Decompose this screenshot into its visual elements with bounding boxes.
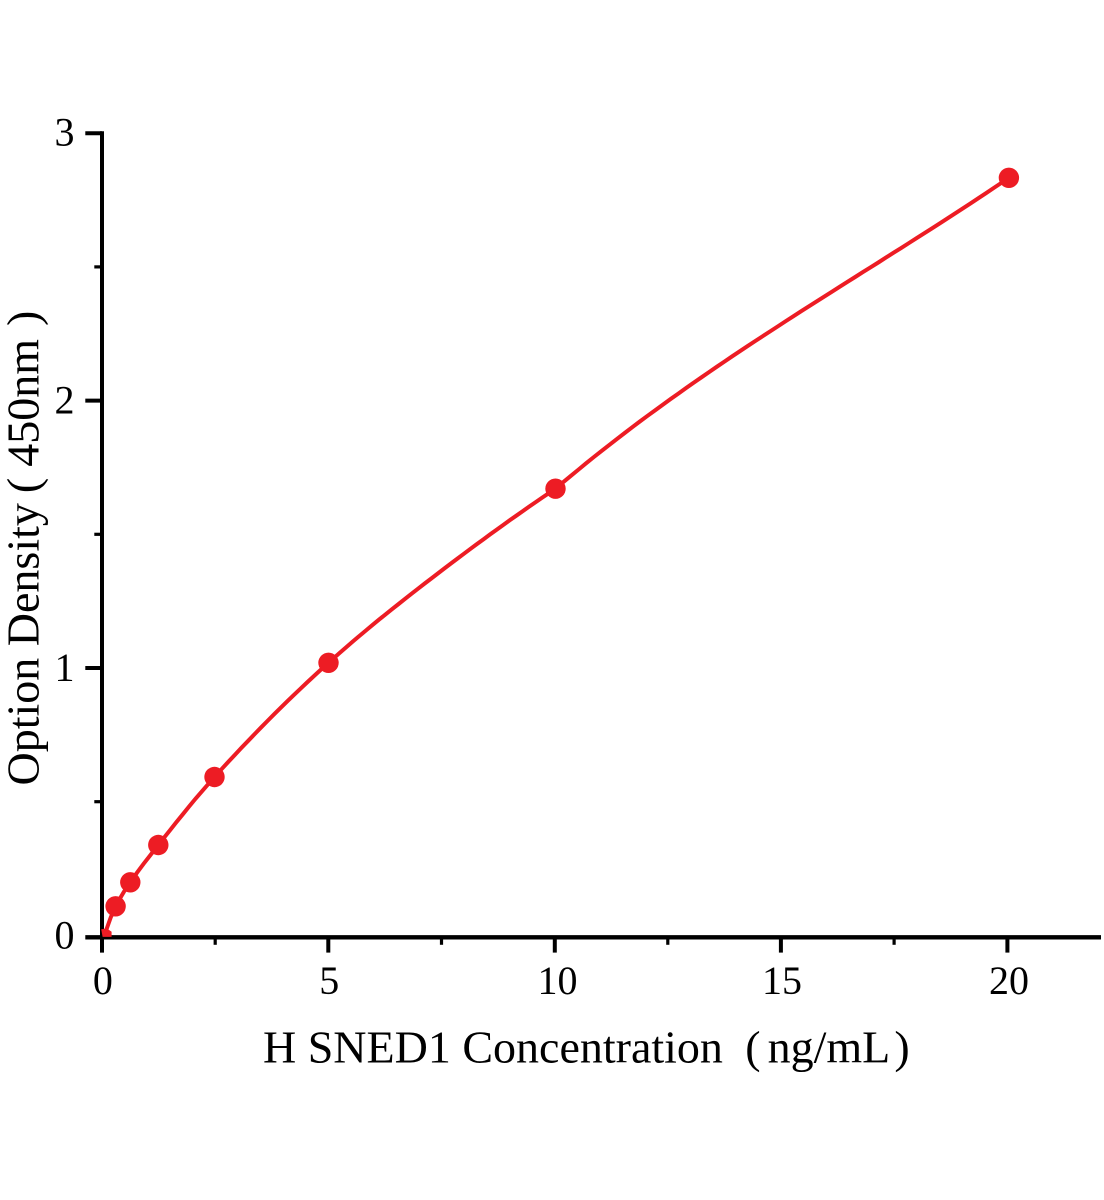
svg-text:3: 3 bbox=[55, 110, 75, 155]
svg-text:1: 1 bbox=[55, 645, 75, 690]
svg-text:5: 5 bbox=[319, 958, 339, 1003]
svg-text:H SNED1 Concentration(ng/mL): H SNED1 Concentration(ng/mL) bbox=[263, 1022, 910, 1073]
svg-text:2: 2 bbox=[55, 377, 75, 422]
svg-text:0: 0 bbox=[93, 958, 113, 1003]
svg-text:0: 0 bbox=[55, 913, 75, 958]
svg-text:15: 15 bbox=[762, 958, 802, 1003]
svg-text:10: 10 bbox=[538, 958, 578, 1003]
svg-text:20: 20 bbox=[989, 958, 1029, 1003]
svg-text:Option Density(450nm): Option Density(450nm) bbox=[0, 311, 49, 786]
